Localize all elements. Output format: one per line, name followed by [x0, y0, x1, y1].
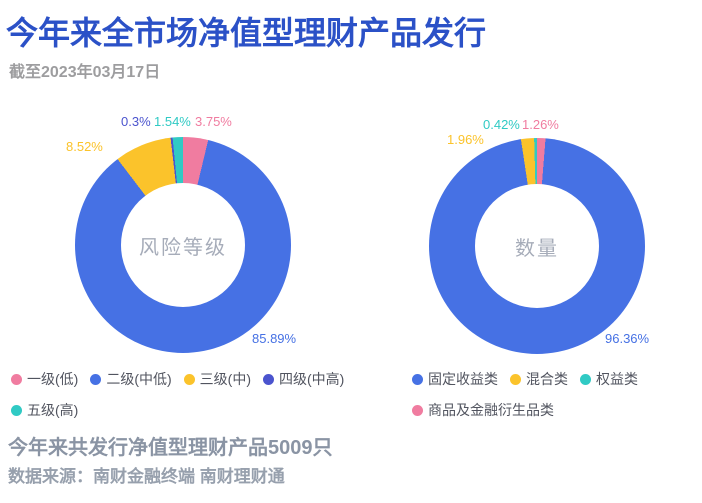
legend-item[interactable]: 五级(高) [11, 400, 78, 420]
callout-commodity-pct: 1.26% [522, 117, 559, 132]
legend-item[interactable]: 四级(中高) [262, 369, 345, 389]
donut-center-label-quantity: 数量 [515, 237, 559, 260]
legend-label: 商品及金融衍生品类 [428, 402, 554, 418]
quantity-legend: 固定收益类 混合类 权益类商品及金融衍生品类 [412, 369, 692, 420]
legend-item[interactable]: 混合类 [510, 369, 568, 389]
legend-label: 混合类 [526, 371, 568, 387]
callout-equity-pct: 0.42% [483, 117, 520, 132]
legend-dot-icon [580, 373, 591, 385]
legend-item[interactable]: 一级(低) [11, 369, 78, 389]
legend-item[interactable]: 三级(中) [183, 369, 251, 389]
legend-dot-icon [262, 373, 274, 385]
callout-level3-pct: 8.52% [66, 139, 103, 154]
quantity-donut-chart[interactable]: 数量 [429, 138, 645, 354]
legend-dot-icon [90, 373, 102, 385]
legend-dot-icon [11, 373, 22, 385]
footer-summary: 今年来共发行净值型理财产品5009只 [8, 437, 333, 459]
legend-item[interactable]: 商品及金融衍生品类 [412, 400, 554, 420]
legend-label: 权益类 [596, 371, 638, 387]
callout-level5-pct: 1.54% [154, 114, 191, 129]
callout-fixed-income-pct: 96.36% [605, 331, 650, 346]
footer-data-source: 数据来源：南财金融终端 南财理财通 [8, 467, 285, 486]
legend-item[interactable]: 权益类 [580, 369, 638, 389]
legend-dot-icon [183, 373, 195, 385]
donut-center-label-risk: 风险等级 [139, 236, 227, 259]
legend-item[interactable]: 固定收益类 [412, 369, 498, 389]
legend-label: 二级(中低) [106, 371, 172, 387]
callout-level4-pct: 0.3% [121, 114, 151, 129]
donut-hole: 数量 [475, 184, 599, 308]
subtitle-date: 截至2023年03月17日 [9, 64, 161, 81]
legend-label: 五级(高) [27, 402, 79, 418]
legend-label: 固定收益类 [428, 371, 498, 387]
legend-dot-icon [412, 404, 423, 416]
callout-level1-pct: 3.75% [195, 114, 232, 129]
legend-dot-icon [412, 373, 423, 385]
risk-level-donut-chart[interactable]: 风险等级 [75, 137, 291, 353]
legend-label: 一级(低) [27, 371, 79, 387]
risk-level-legend: 一级(低) 二级(中低) 三级(中) 四级(中高) 五级(高) [11, 369, 376, 420]
legend-label: 四级(中高) [278, 371, 345, 387]
page-title: 今年来全市场净值型理财产品发行 [6, 15, 487, 51]
legend-item[interactable]: 二级(中低) [90, 369, 172, 389]
legend-dot-icon [11, 404, 22, 416]
callout-level2-pct: 85.89% [252, 331, 297, 346]
legend-dot-icon [510, 373, 521, 385]
donut-hole: 风险等级 [121, 183, 245, 307]
legend-label: 三级(中) [199, 371, 251, 387]
callout-mixed-pct: 1.96% [447, 132, 484, 147]
